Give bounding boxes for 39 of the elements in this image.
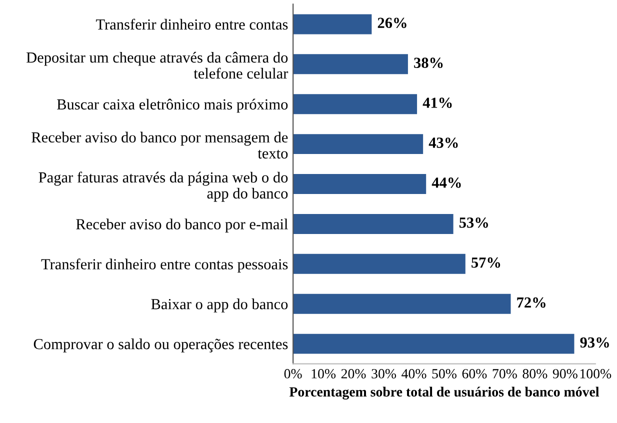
data-label: 44% xyxy=(432,178,461,188)
x-tick-label: 70% xyxy=(492,369,517,378)
x-tick-label: 80% xyxy=(522,369,548,378)
y-tick-label: Transferir dinheiro entre contas pessoais xyxy=(41,258,288,273)
data-label: 93% xyxy=(580,337,609,348)
data-label: 72% xyxy=(517,297,546,308)
bar xyxy=(293,174,426,194)
x-tick-label: 0% xyxy=(284,369,302,378)
x-tick-label: 100% xyxy=(580,369,612,378)
data-label: 53% xyxy=(459,217,488,228)
bar xyxy=(293,334,574,354)
data-label: 43% xyxy=(428,138,458,148)
bar xyxy=(293,294,511,314)
x-tick-label: 30% xyxy=(372,369,396,378)
y-tick-label: Buscar caixa eletrônico mais próximo xyxy=(57,98,288,113)
data-label: 41% xyxy=(422,98,452,108)
y-tick-label: Baixar o app do banco xyxy=(151,298,288,312)
y-tick-label: Comprovar o saldo ou operações recentes xyxy=(34,338,288,352)
x-axis-title: Porcentagem sobre total de usuários de banco móvel xyxy=(289,386,600,400)
data-label: 57% xyxy=(472,257,500,268)
x-tick-label: 60% xyxy=(462,369,487,378)
x-tick-label: 90% xyxy=(552,369,578,378)
bar xyxy=(293,94,418,114)
bar xyxy=(293,54,408,74)
x-tick-label: 20% xyxy=(341,369,366,378)
data-label: 38% xyxy=(414,58,443,68)
y-tick-label: Transferir dinheiro entre contas xyxy=(96,18,288,30)
x-tick-label: 40% xyxy=(402,369,426,378)
y-tick-label: Receber aviso do banco por e-mail xyxy=(76,218,288,233)
y-tick-label: Depositar um cheque através da câmera do telefone celular xyxy=(26,52,288,79)
data-label: 26% xyxy=(378,18,406,28)
bar xyxy=(293,14,372,34)
bar xyxy=(293,254,466,274)
bar xyxy=(293,134,424,154)
y-tick-label: Receber aviso do banco por mensagem de texto xyxy=(32,132,288,159)
x-tick-label: 50% xyxy=(432,369,456,378)
bar xyxy=(293,214,454,234)
x-tick-label: 10% xyxy=(312,369,336,378)
y-tick-label: Pagar faturas através da página web o do app do banco xyxy=(38,172,288,202)
